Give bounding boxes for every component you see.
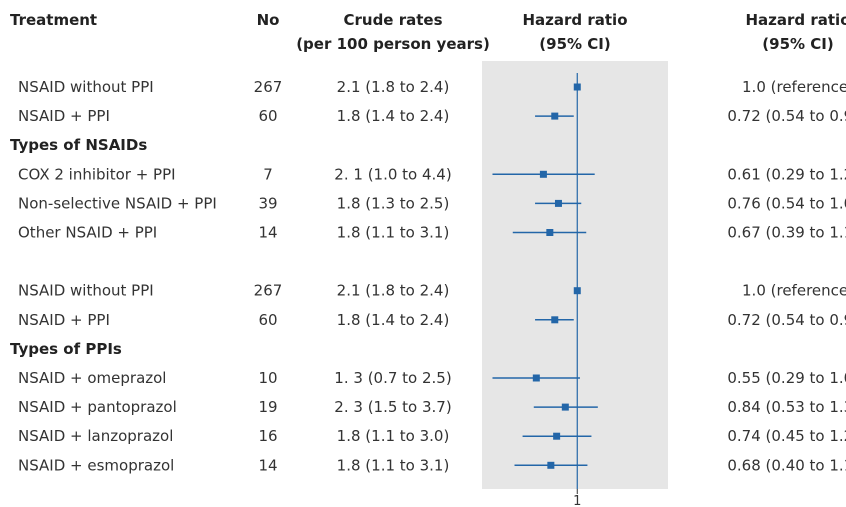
patient-count: 19 (258, 398, 277, 416)
patient-count: 60 (258, 107, 277, 125)
crude-rate: 1.8 (1.4 to 2.4) (337, 107, 450, 125)
point-estimate (551, 316, 559, 324)
point-estimate (551, 112, 559, 120)
treatment-label: NSAID + esmoprazol (18, 456, 174, 474)
patient-count: 14 (258, 224, 277, 242)
crude-rate: 1.8 (1.1 to 3.0) (337, 427, 450, 445)
hazard-ratio-text: 0.67 (0.39 to 1.14) (727, 224, 846, 242)
patient-count: 16 (258, 427, 277, 445)
header-no: No (257, 11, 280, 29)
hazard-ratio-text: 0.74 (0.45 to 1.23) (727, 427, 846, 445)
crude-rate: 2.1 (1.8 to 2.4) (337, 78, 450, 96)
treatment-label: Non-selective NSAID + PPI (18, 194, 217, 212)
header-hazard-ratio-plot-ci: (95% CI) (539, 35, 610, 53)
group-heading: Types of NSAIDs (10, 136, 147, 154)
treatment-label: NSAID + PPI (18, 107, 110, 125)
point-estimate (573, 83, 581, 91)
hazard-ratio-text: 1.0 (reference) (742, 78, 846, 96)
hazard-ratio-text: 0.72 (0.54 to 0.95) (727, 107, 846, 125)
point-estimate (554, 199, 562, 207)
treatment-label: NSAID without PPI (18, 282, 154, 300)
header-hazard-ratio-text: Hazard ratio (745, 11, 846, 29)
patient-count: 10 (258, 369, 277, 387)
hazard-ratio-text: 0.84 (0.53 to 1.35) (727, 398, 846, 416)
treatment-label: COX 2 inhibitor + PPI (18, 165, 176, 183)
crude-rate: 2.1 (1.8 to 2.4) (337, 282, 450, 300)
crude-rate: 2. 1 (1.0 to 4.4) (334, 165, 451, 183)
patient-count: 267 (254, 282, 283, 300)
treatment-label: NSAID + pantoprazol (18, 398, 177, 416)
header-crude-rates-unit: (per 100 person years) (296, 35, 490, 53)
patient-count: 7 (263, 165, 273, 183)
treatment-label: NSAID without PPI (18, 78, 154, 96)
hazard-ratio-text: 1.0 (reference) (742, 282, 846, 300)
header-hazard-ratio-plot: Hazard ratio (522, 11, 627, 29)
patient-count: 14 (258, 456, 277, 474)
treatment-label: Other NSAID + PPI (18, 224, 157, 242)
plot-panel-background (482, 61, 668, 489)
point-estimate (539, 170, 547, 178)
treatment-label: NSAID + lanzoprazol (18, 427, 173, 445)
patient-count: 60 (258, 311, 277, 329)
hazard-ratio-text: 0.68 (0.40 to 1.16) (727, 456, 846, 474)
crude-rate: 1.8 (1.1 to 3.1) (337, 224, 450, 242)
hazard-ratio-text: 0.76 (0.54 to 1.06) (727, 194, 846, 212)
point-estimate (532, 374, 540, 382)
header-hazard-ratio-text-ci: (95% CI) (762, 35, 833, 53)
hazard-ratio-text: 0.55 (0.29 to 1.04) (727, 369, 846, 387)
point-estimate (546, 229, 554, 236)
patient-count: 267 (254, 78, 283, 96)
treatment-label: NSAID + PPI (18, 311, 110, 329)
treatment-label: NSAID + omeprazol (18, 369, 166, 387)
header-crude-rates: Crude rates (343, 11, 442, 29)
group-heading: Types of PPIs (10, 340, 122, 358)
point-estimate (561, 403, 569, 411)
crude-rate: 1.8 (1.3 to 2.5) (337, 194, 450, 212)
crude-rate: 1.8 (1.4 to 2.4) (337, 311, 450, 329)
crude-rate: 1.8 (1.1 to 3.1) (337, 456, 450, 474)
crude-rate: 2. 3 (1.5 to 3.7) (334, 398, 451, 416)
header-treatment: Treatment (10, 11, 97, 29)
point-estimate (573, 287, 581, 295)
hazard-ratio-text: 0.72 (0.54 to 0.95) (727, 311, 846, 329)
patient-count: 39 (258, 194, 277, 212)
point-estimate (553, 432, 561, 440)
point-estimate (547, 461, 555, 469)
hazard-ratio-text: 0.61 (0.29 to 1.29) (727, 165, 846, 183)
x-tick-label: 1 (573, 494, 581, 507)
crude-rate: 1. 3 (0.7 to 2.5) (334, 369, 451, 387)
